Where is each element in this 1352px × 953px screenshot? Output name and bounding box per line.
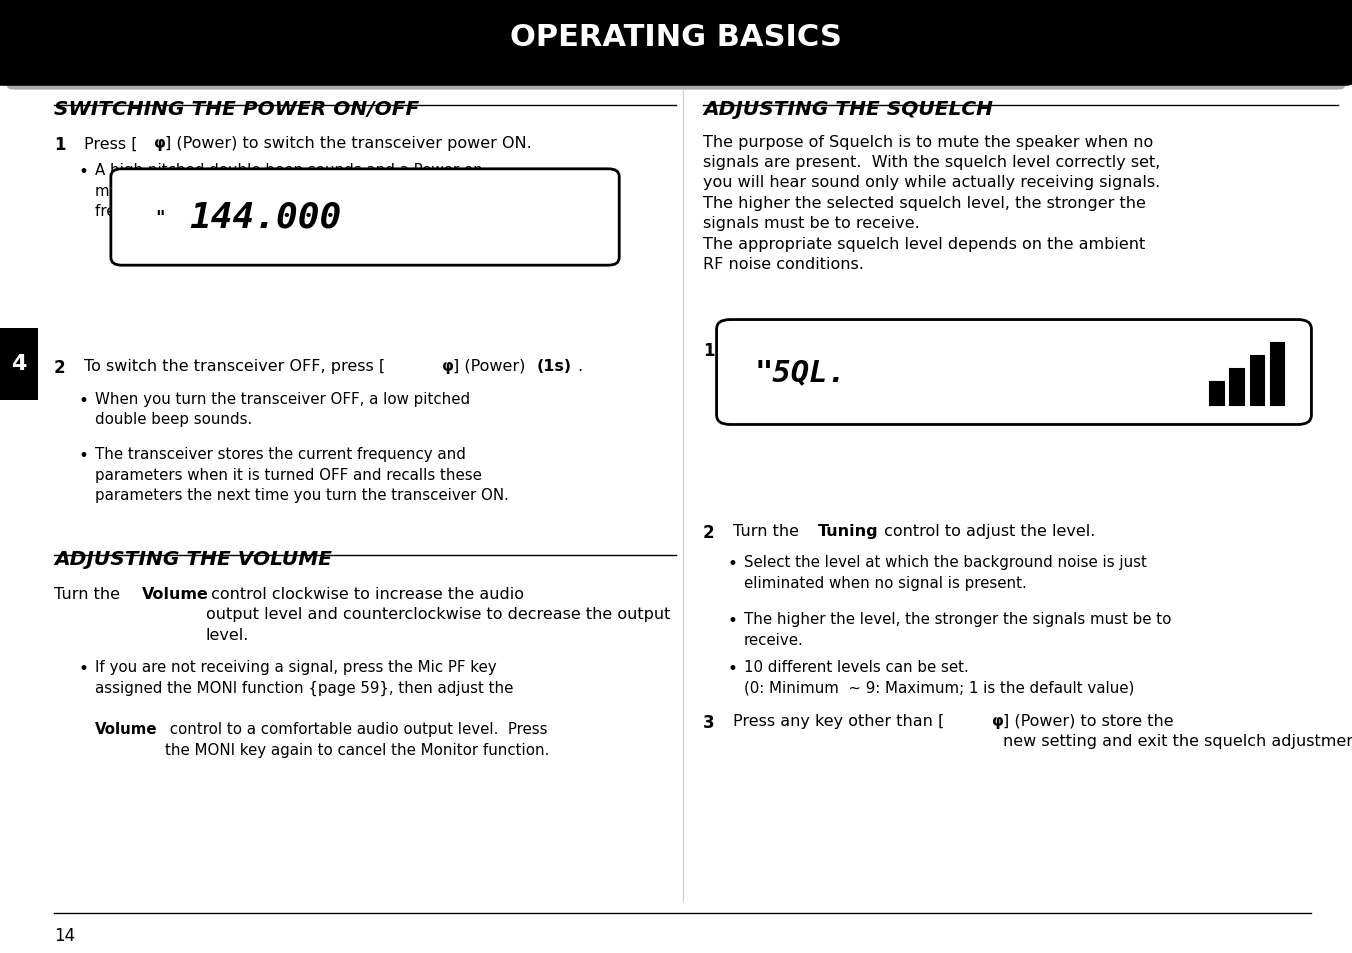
Text: •: • bbox=[727, 375, 737, 393]
Text: ] (Power): ] (Power) bbox=[453, 358, 530, 374]
Text: Press [F], [REV].: Press [F], [REV]. bbox=[733, 342, 882, 357]
Text: control clockwise to increase the audio
output level and counterclockwise to dec: control clockwise to increase the audio … bbox=[206, 586, 669, 641]
Text: φ: φ bbox=[154, 136, 166, 152]
Text: φ: φ bbox=[442, 358, 454, 374]
Text: Tuning: Tuning bbox=[818, 523, 879, 538]
Text: •: • bbox=[78, 659, 88, 678]
Text: Select the level at which the background noise is just
eliminated when no signal: Select the level at which the background… bbox=[744, 555, 1146, 590]
Text: 10 different levels can be set.
(0: Minimum  ∼ 9: Maximum; 1 is the default valu: 10 different levels can be set. (0: Mini… bbox=[744, 659, 1134, 695]
Text: OPERATING BASICS: OPERATING BASICS bbox=[510, 23, 842, 52]
Text: 3: 3 bbox=[703, 713, 715, 731]
FancyBboxPatch shape bbox=[7, 0, 1345, 91]
Text: ] (Power) to switch the transceiver power ON.: ] (Power) to switch the transceiver powe… bbox=[165, 136, 531, 152]
Text: •: • bbox=[727, 612, 737, 630]
Bar bbox=[1230, 370, 1244, 406]
Text: Press any key other than [: Press any key other than [ bbox=[733, 713, 944, 728]
Text: The current squelch level appears.: The current squelch level appears. bbox=[744, 375, 1006, 390]
FancyBboxPatch shape bbox=[717, 320, 1311, 425]
FancyBboxPatch shape bbox=[111, 170, 619, 266]
Text: The purpose of Squelch is to mute the speaker when no
signals are present.  With: The purpose of Squelch is to mute the sp… bbox=[703, 134, 1160, 272]
Text: •: • bbox=[78, 447, 88, 465]
Text: control to adjust the level.: control to adjust the level. bbox=[879, 523, 1095, 538]
Text: Turn the: Turn the bbox=[54, 586, 126, 601]
Text: •: • bbox=[78, 163, 88, 181]
Text: 144.000: 144.000 bbox=[189, 201, 342, 234]
Text: 4: 4 bbox=[11, 355, 27, 374]
Text: The higher the level, the stronger the signals must be to
receive.: The higher the level, the stronger the s… bbox=[744, 612, 1171, 647]
Bar bbox=[1271, 344, 1284, 406]
Text: ": " bbox=[155, 209, 165, 227]
Text: ADJUSTING THE SQUELCH: ADJUSTING THE SQUELCH bbox=[703, 100, 992, 119]
Text: Volume: Volume bbox=[142, 586, 208, 601]
Text: The transceiver stores the current frequency and
parameters when it is turned OF: The transceiver stores the current frequ… bbox=[95, 447, 508, 502]
Text: When you turn the transceiver OFF, a low pitched
double beep sounds.: When you turn the transceiver OFF, a low… bbox=[95, 392, 469, 427]
Text: Press [: Press [ bbox=[84, 136, 138, 152]
Text: •: • bbox=[78, 392, 88, 410]
FancyBboxPatch shape bbox=[0, 329, 38, 400]
Text: ] (Power) to store the
new setting and exit the squelch adjustment.: ] (Power) to store the new setting and e… bbox=[1003, 713, 1352, 748]
Text: .: . bbox=[577, 358, 583, 374]
Text: control to a comfortable audio output level.  Press
the MONI key again to cancel: control to a comfortable audio output le… bbox=[165, 721, 549, 757]
Text: •: • bbox=[727, 555, 737, 573]
Text: 1: 1 bbox=[54, 136, 66, 154]
Text: A high pitched double beep sounds and a Power-on
message {page 60} appears brief: A high pitched double beep sounds and a … bbox=[95, 163, 492, 219]
Text: φ: φ bbox=[992, 713, 1005, 728]
Text: 14: 14 bbox=[54, 926, 76, 944]
Text: Volume: Volume bbox=[95, 721, 157, 737]
Text: SWITCHING THE POWER ON/OFF: SWITCHING THE POWER ON/OFF bbox=[54, 100, 419, 119]
Text: •: • bbox=[727, 659, 737, 678]
Text: To switch the transceiver OFF, press [: To switch the transceiver OFF, press [ bbox=[84, 358, 385, 374]
Text: If you are not receiving a signal, press the Mic PF key
assigned the MONI functi: If you are not receiving a signal, press… bbox=[95, 659, 512, 716]
FancyBboxPatch shape bbox=[0, 0, 1352, 87]
Text: (1s): (1s) bbox=[537, 358, 572, 374]
Text: 2: 2 bbox=[54, 358, 66, 376]
Bar bbox=[1251, 356, 1264, 406]
Text: ADJUSTING THE VOLUME: ADJUSTING THE VOLUME bbox=[54, 550, 333, 569]
Text: "5QL.: "5QL. bbox=[754, 358, 846, 387]
Text: Turn the: Turn the bbox=[733, 523, 804, 538]
Text: 1: 1 bbox=[703, 342, 715, 360]
Text: 2: 2 bbox=[703, 523, 715, 541]
Bar bbox=[1210, 382, 1224, 406]
